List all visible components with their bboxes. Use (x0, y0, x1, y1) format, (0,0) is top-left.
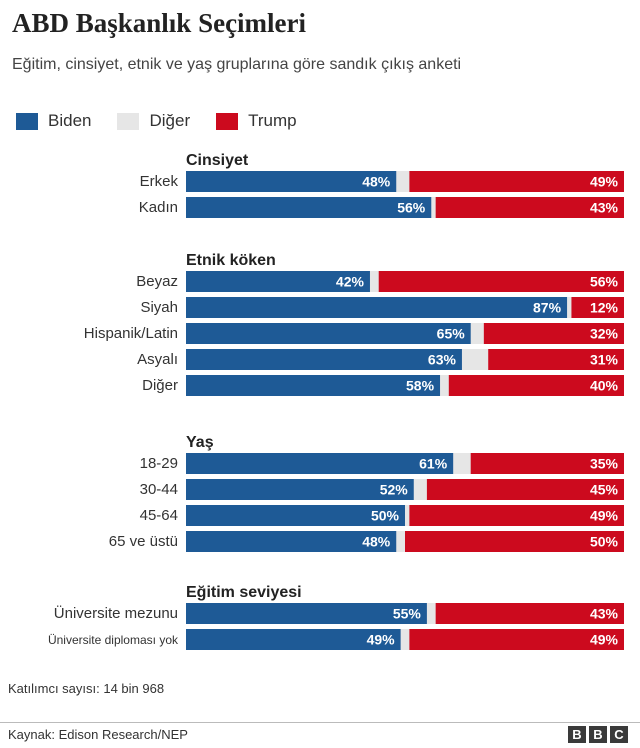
group-header-cinsiyet: Cinsiyet (186, 152, 249, 169)
bar-chart: Cinsiyet Erkek 48% 49% Kadın 56% 43% Etnik köke… (8, 152, 624, 696)
data-label-trump-cinsiyet-erkek: 49% (590, 174, 619, 190)
data-label-trump-egitim-seviyesi-universite-mezunu: 43% (590, 606, 619, 622)
data-label-biden-etnik-koken-hispanik-latin: 65% (437, 326, 466, 342)
data-label-biden-cinsiyet-kadin: 56% (397, 200, 426, 216)
row-label-cinsiyet-erkek: Erkek (140, 173, 179, 190)
row-label-etnik-koken-diger: Diğer (142, 377, 178, 394)
data-label-biden-etnik-koken-diger: 58% (406, 378, 435, 394)
data-label-biden-yas-65-ve-ustu: 48% (362, 534, 391, 550)
row-label-yas-65-ve-ustu: 65 ve üstü (109, 533, 178, 550)
bar-biden-yas-30-44 (186, 479, 414, 500)
bar-biden-etnik-koken-hispanik-latin (186, 323, 471, 344)
data-label-trump-yas-45-64: 49% (590, 508, 619, 524)
logo-letter-1: B (568, 726, 586, 743)
bar-trump-cinsiyet-kadin (435, 197, 624, 218)
respondent-note: Katılımcı sayısı: 14 bin 968 (8, 681, 164, 696)
source-text: Kaynak: Edison Research/NEP (8, 727, 188, 742)
data-label-trump-cinsiyet-kadin: 43% (590, 200, 619, 216)
bar-biden-yas-45-64 (186, 505, 405, 526)
group-header-yas: Yaş (186, 434, 214, 451)
bar-biden-egitim-seviyesi-universite-diplomasi-yok (186, 629, 401, 650)
data-label-trump-yas-65-ve-ustu: 50% (590, 534, 619, 550)
data-label-trump-etnik-koken-hispanik-latin: 32% (590, 326, 619, 342)
bar-biden-etnik-koken-siyah (186, 297, 568, 318)
data-label-biden-egitim-seviyesi-universite-diplomasi-yok: 49% (367, 632, 396, 648)
chart-title: ABD Başkanlık Seçimleri (12, 8, 307, 38)
bar-trump-etnik-koken-diger (448, 375, 624, 396)
data-label-biden-yas-30-44: 52% (380, 482, 409, 498)
data-label-trump-etnik-koken-asyali: 31% (590, 352, 619, 368)
logo-letter-3: C (610, 726, 628, 743)
data-label-biden-egitim-seviyesi-universite-mezunu: 55% (393, 606, 422, 622)
group-header-etnik-koken: Etnik köken (186, 252, 276, 269)
logo-letter-2: B (589, 726, 607, 743)
bbc-logo: B B C (568, 726, 628, 743)
data-label-trump-etnik-koken-siyah: 12% (590, 300, 619, 316)
row-label-etnik-koken-asyali: Asyalı (137, 351, 178, 368)
bar-trump-etnik-koken-siyah (571, 297, 624, 318)
row-label-egitim-seviyesi-universite-diplomasi-yok: Üniversite diploması yok (48, 633, 179, 647)
legend-swatch-trump (216, 112, 239, 130)
data-label-trump-yas-18-29: 35% (590, 456, 619, 472)
bar-trump-yas-45-64 (409, 505, 624, 526)
data-label-biden-yas-45-64: 50% (371, 508, 400, 524)
bar-biden-yas-18-29 (186, 453, 454, 474)
bar-trump-yas-18-29 (470, 453, 624, 474)
bar-trump-yas-30-44 (426, 479, 624, 500)
data-label-trump-etnik-koken-beyaz: 56% (590, 274, 619, 290)
data-label-biden-etnik-koken-beyaz: 42% (336, 274, 365, 290)
bar-biden-yas-65-ve-ustu (186, 531, 397, 552)
legend-label-biden: Biden (48, 111, 92, 130)
legend-label-trump: Trump (248, 111, 297, 130)
legend-item-diger: Diğer (117, 111, 190, 131)
row-label-yas-18-29: 18-29 (140, 455, 178, 472)
bar-biden-cinsiyet-erkek (186, 171, 397, 192)
bar-trump-egitim-seviyesi-universite-diplomasi-yok (409, 629, 624, 650)
bar-trump-yas-65-ve-ustu (405, 531, 624, 552)
data-label-trump-yas-30-44: 45% (590, 482, 619, 498)
bar-trump-etnik-koken-beyaz (378, 271, 624, 292)
legend: Biden Diğer Trump (16, 110, 323, 132)
row-label-yas-30-44: 30-44 (140, 481, 178, 498)
bar-biden-etnik-koken-diger (186, 375, 441, 396)
data-label-biden-cinsiyet-erkek: 48% (362, 174, 391, 190)
legend-item-biden: Biden (16, 111, 91, 131)
chart-subtitle: Eğitim, cinsiyet, etnik ve yaş grupların… (12, 56, 462, 73)
bar-biden-etnik-koken-asyali (186, 349, 462, 370)
bar-biden-cinsiyet-kadin (186, 197, 432, 218)
row-label-cinsiyet-kadin: Kadın (139, 199, 178, 216)
data-label-biden-etnik-koken-asyali: 63% (428, 352, 457, 368)
row-label-etnik-koken-hispanik-latin: Hispanik/Latin (84, 325, 178, 342)
row-label-egitim-seviyesi-universite-mezunu: Üniversite mezunu (54, 604, 178, 622)
legend-swatch-biden (16, 112, 38, 130)
legend-item-trump: Trump (216, 111, 297, 131)
bar-trump-cinsiyet-erkek (409, 171, 624, 192)
data-label-biden-etnik-koken-siyah: 87% (533, 300, 562, 316)
bar-trump-egitim-seviyesi-universite-mezunu (435, 603, 624, 624)
bar-biden-etnik-koken-beyaz (186, 271, 370, 292)
data-label-biden-yas-18-29: 61% (419, 456, 448, 472)
bar-biden-egitim-seviyesi-universite-mezunu (186, 603, 427, 624)
bar-trump-etnik-koken-hispanik-latin (483, 323, 624, 344)
footer-divider (0, 722, 640, 723)
row-label-yas-45-64: 45-64 (140, 507, 178, 524)
legend-label-diger: Diğer (149, 111, 191, 130)
bar-trump-etnik-koken-asyali (488, 349, 624, 370)
row-label-etnik-koken-siyah: Siyah (140, 299, 178, 316)
data-label-trump-egitim-seviyesi-universite-diplomasi-yok: 49% (590, 632, 619, 648)
data-label-trump-etnik-koken-diger: 40% (590, 378, 619, 394)
legend-swatch-diger (117, 112, 140, 130)
group-header-egitim-seviyesi: Eğitim seviyesi (186, 584, 302, 601)
row-label-etnik-koken-beyaz: Beyaz (136, 273, 178, 290)
